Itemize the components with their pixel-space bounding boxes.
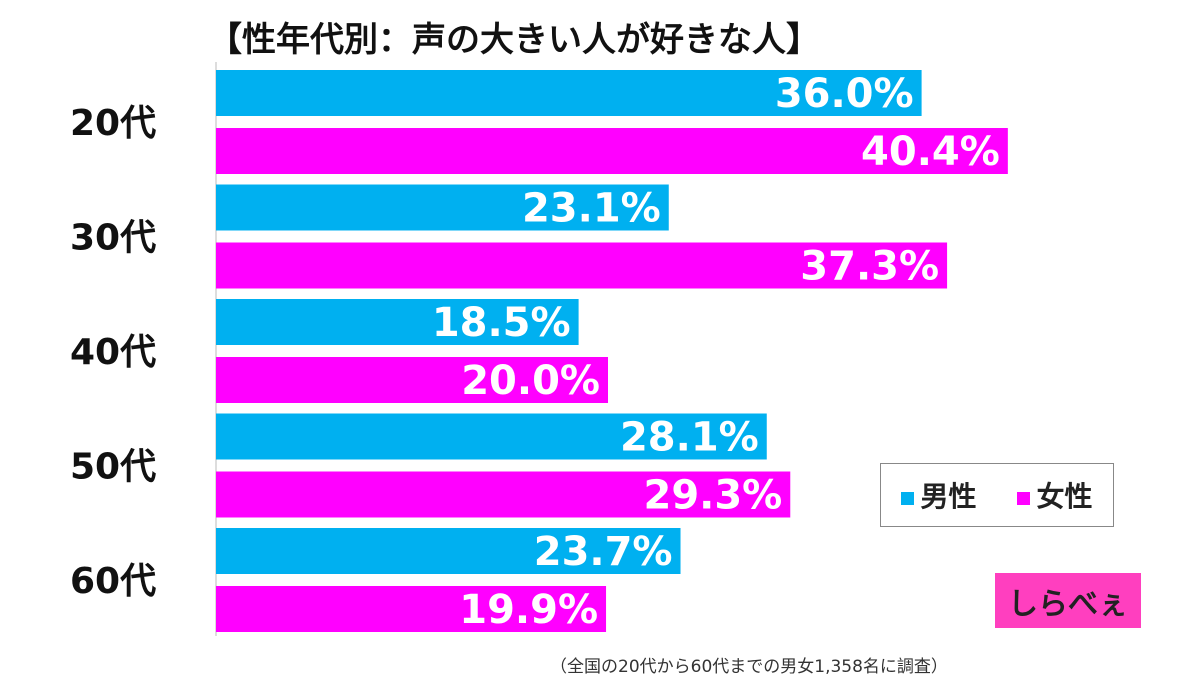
category-label: 40代 (70, 332, 156, 373)
bar-female (216, 471, 791, 518)
data-label: 20.0% (461, 358, 600, 404)
chart-title: 【性年代別：声の大きい人が好きな人】 (208, 20, 820, 60)
bar-female (216, 357, 608, 403)
bar-male (216, 70, 922, 116)
bar-male (216, 184, 669, 231)
bar-male (216, 413, 767, 460)
data-label: 36.0% (775, 71, 914, 117)
legend-swatch-female (1017, 491, 1031, 505)
legend-item-male: 男性 (901, 475, 977, 515)
legend-label-female: 女性 (1036, 480, 1093, 513)
data-label: 18.5% (432, 300, 571, 346)
data-label: 23.1% (522, 186, 661, 232)
legend-item-female: 女性 (1017, 475, 1093, 515)
bar-male (216, 528, 681, 574)
logo-text: しらべぇ (1008, 586, 1128, 622)
legend-label-male: 男性 (920, 480, 977, 513)
bar-female (216, 586, 607, 632)
category-label: 20代 (70, 103, 156, 144)
category-label: 60代 (70, 561, 156, 602)
data-label: 23.7% (534, 529, 673, 575)
bar-male (216, 299, 579, 345)
data-label: 29.3% (643, 473, 782, 519)
legend-swatch-male (901, 491, 915, 505)
bar-female (216, 242, 948, 289)
bar-female (216, 128, 1008, 174)
data-label: 19.9% (459, 587, 598, 633)
data-label: 28.1% (620, 415, 759, 461)
legend: 男性 女性 (880, 463, 1114, 527)
data-label: 37.3% (800, 244, 939, 290)
shirabee-logo: しらべぇ (995, 573, 1141, 628)
category-label: 30代 (70, 218, 156, 259)
data-label: 40.4% (861, 129, 1000, 175)
footnote: （全国の20代から60代までの男女1,358名に調査） (550, 657, 948, 677)
category-label: 50代 (70, 447, 156, 488)
